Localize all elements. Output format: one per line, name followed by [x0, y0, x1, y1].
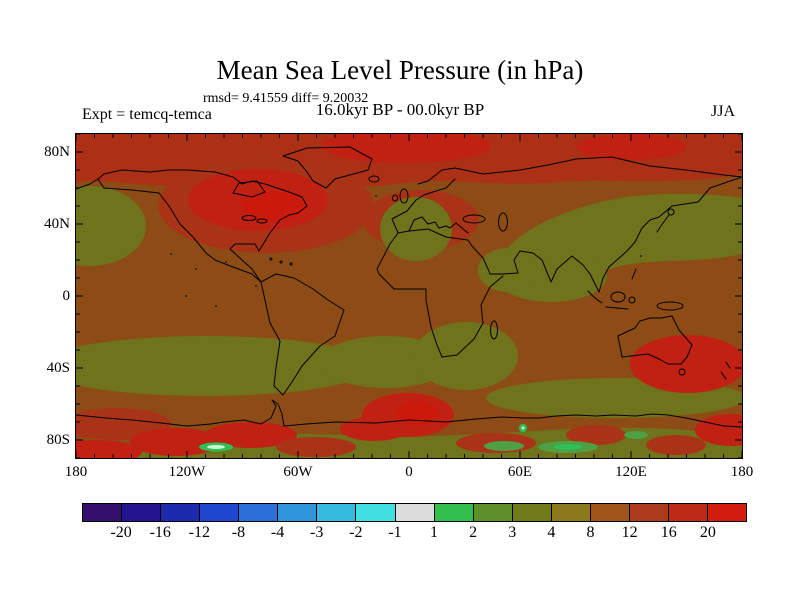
colorbar-tick-label: -8 [231, 524, 246, 541]
colorbar-segment [668, 504, 708, 521]
colorbar-tick-label: 12 [621, 524, 638, 541]
colorbar-segment [512, 504, 552, 521]
colorbar-segment [278, 504, 318, 521]
y-axis-label: 80S [46, 432, 70, 448]
colorbar-segment [708, 504, 747, 521]
colorbar-segment [629, 504, 669, 521]
colorbar-tick-label: -3 [310, 524, 324, 541]
experiment-label: Expt = temcq-temca [82, 106, 212, 123]
colorbar-tick-label: -4 [270, 524, 285, 541]
colorbar-tick-label: 20 [699, 524, 716, 541]
x-axis-label: 60W [283, 464, 313, 480]
season-label: JJA [710, 103, 735, 120]
y-axis-label: 40S [46, 360, 70, 376]
contour-map [76, 134, 742, 458]
x-axis-label: 60E [507, 464, 533, 480]
colorbar-tick-label: -20 [110, 524, 132, 541]
colorbar-segment [122, 504, 162, 521]
x-axis-label: 120W [168, 464, 206, 480]
colorbar-segment [590, 504, 630, 521]
colorbar-tick-label: 3 [508, 524, 517, 541]
axis-ticks [76, 134, 742, 458]
colorbar-tick-label: 1 [430, 524, 439, 541]
coastlines [76, 146, 742, 428]
colorbar-legend: -20 -16 -12 -8 -4 -3 -2 -1 1 2 3 4 8 12 16 20 [82, 503, 747, 541]
y-axis-label: 0 [62, 288, 71, 304]
colorbar-segment [395, 504, 435, 521]
colorbar-segment [200, 504, 240, 521]
x-axis-label: 0 [405, 464, 413, 480]
colorbar-segment [317, 504, 357, 521]
colorbar-segments [82, 503, 747, 522]
x-axis-label: 120E [615, 464, 647, 480]
colorbar-segment [434, 504, 474, 521]
colorbar-tick-label: -2 [349, 524, 363, 541]
colorbar-labels: -20 -16 -12 -8 -4 -3 -2 -1 1 2 3 4 8 12 16 20 [82, 524, 747, 544]
colorbar-segment [83, 504, 123, 521]
y-axis-label: 80N [44, 144, 70, 160]
colorbar-tick-label: -16 [149, 524, 171, 541]
x-axis-label: 180 [64, 464, 88, 480]
rmsd-diff-stats: rmsd= 9.41559 diff= 9.20032 [203, 91, 369, 106]
map-plot-area: 80N 40N 0 40S 80S 180 120W 60W 0 60E 120E 180 [44, 133, 753, 480]
colorbar-tick-label: 16 [660, 524, 677, 541]
colorbar-tick-label: -1 [388, 524, 402, 541]
colorbar-segment [239, 504, 279, 521]
colorbar-segment [551, 504, 591, 521]
colorbar-tick-label: -12 [188, 524, 211, 541]
colorbar-segment [161, 504, 201, 521]
colorbar-tick-label: 2 [469, 524, 478, 541]
figure-title: Mean Sea Level Pressure (in hPa) [216, 55, 584, 85]
colorbar-segment [473, 504, 513, 521]
colorbar-tick-label: 4 [547, 524, 556, 541]
colorbar-segment [356, 504, 396, 521]
colorbar-tick-label: 8 [586, 524, 595, 541]
period-difference-label: 16.0kyr BP - 00.0kyr BP [315, 100, 485, 119]
x-axis-label: 180 [730, 464, 754, 480]
y-axis-label: 40N [44, 216, 70, 232]
contour-fill-layer [76, 134, 742, 458]
